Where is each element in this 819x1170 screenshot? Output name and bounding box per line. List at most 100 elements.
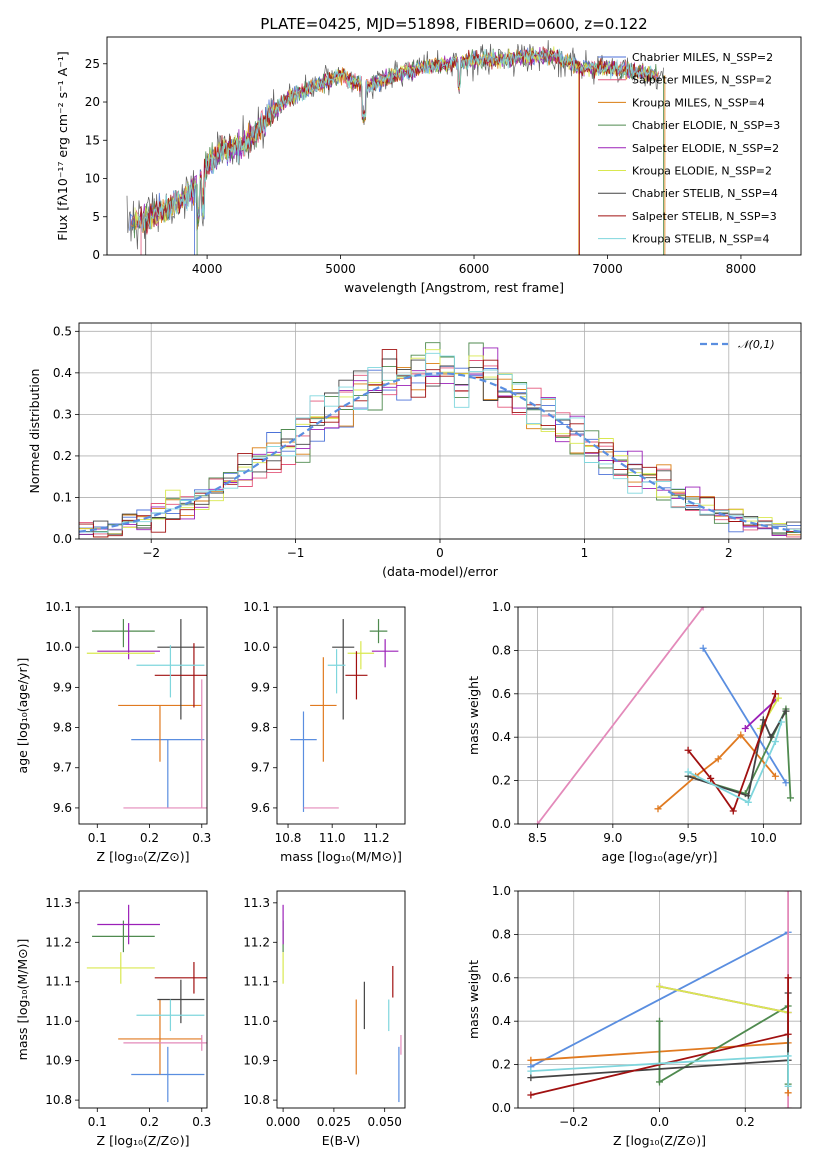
spectrum-line <box>133 46 657 229</box>
data-point <box>771 772 779 780</box>
y-tick-label: 0.6 <box>492 687 511 701</box>
y-axis-label: mass [log₁₀(M/M⊙)] <box>15 939 30 1061</box>
x-tick-label: −1 <box>287 546 305 560</box>
legend-label: Chabrier ELODIE, N_SSP=3 <box>632 119 780 132</box>
data-point <box>771 738 779 746</box>
x-tick-label: 9.5 <box>679 831 698 845</box>
mass-vs-ebv-panel: 0.000 0.025 0.050 10.8 10.9 11.0 11.1 11.2 11.3 E… <box>243 890 406 1148</box>
age-vs-mass-panel: 10.8 11.0 11.2 9.6 9.7 9.8 9.9 10.0 10.1 mass [lo… <box>243 600 406 864</box>
x-axis-label: age [log₁₀(age/yr)] <box>602 849 718 864</box>
y-tick-label: 0.0 <box>492 817 511 831</box>
data-point <box>741 725 749 733</box>
y-axis-label: mass weight <box>466 676 481 755</box>
legend-label: Kroupa STELIB, N_SSP=4 <box>632 233 770 246</box>
y-tick-label: 9.7 <box>53 761 72 775</box>
y-tick-label: 11.3 <box>45 896 72 910</box>
x-tick-label: 1 <box>581 546 589 560</box>
x-tick-label: 10.0 <box>750 831 777 845</box>
data-point <box>737 731 745 739</box>
series-line <box>530 931 789 1068</box>
data-point <box>656 1017 663 1025</box>
plot-frame <box>78 606 208 825</box>
y-tick-label: 20 <box>85 95 100 109</box>
data-point <box>782 779 790 787</box>
y-tick-label: 9.9 <box>251 680 270 694</box>
y-tick-label: 0.4 <box>492 1014 511 1028</box>
y-tick-label: 10 <box>85 172 100 186</box>
y-tick-label: 10.9 <box>243 1054 270 1068</box>
x-axis-label: wavelength [Angstrom, rest frame] <box>344 280 564 295</box>
plot-area <box>86 904 207 1103</box>
normal-curve <box>79 372 801 533</box>
data-point <box>777 718 785 726</box>
data-point <box>784 1082 792 1090</box>
plot-frame <box>78 890 208 1109</box>
x-tick-label: 11.0 <box>319 831 346 845</box>
x-tick-label: 6000 <box>459 262 490 276</box>
legend-label: Chabrier MILES, N_SSP=2 <box>632 51 773 64</box>
y-tick-label: 10.0 <box>45 640 72 654</box>
y-tick-label: 11.1 <box>243 975 270 989</box>
data-point <box>527 1056 535 1064</box>
data-point <box>527 1067 535 1075</box>
plot-area <box>534 607 794 824</box>
data-point <box>786 794 794 802</box>
series-line <box>687 710 787 797</box>
data-point <box>784 974 792 982</box>
series-line <box>687 708 792 799</box>
data-point <box>784 1089 792 1097</box>
y-tick-label: 11.1 <box>45 975 72 989</box>
x-tick-label: 0.025 <box>317 1115 351 1129</box>
x-tick-label: −2 <box>142 546 160 560</box>
y-axis-label: Normed distribution <box>27 369 42 494</box>
data-point <box>784 1030 792 1038</box>
data-point <box>684 746 692 754</box>
legend-label: Salpeter ELODIE, N_SSP=2 <box>632 142 779 155</box>
x-axis-label: Z [log₁₀(Z/Z⊙)] <box>97 1133 190 1148</box>
y-tick-label: 9.6 <box>53 801 72 815</box>
x-tick-label: 0 <box>436 546 444 560</box>
y-tick-label: 0 <box>92 248 100 262</box>
plot-frame <box>78 322 802 540</box>
data-point <box>699 607 707 611</box>
mass-vs-metallicity-panel: 0.1 0.2 0.3 10.8 10.9 11.0 11.1 11.2 11.3 Z [log₁… <box>15 890 211 1148</box>
legend-label: Chabrier STELIB, N_SSP=4 <box>632 187 778 200</box>
x-tick-label: 0.2 <box>736 1115 755 1129</box>
x-tick-label: 0.1 <box>88 1115 107 1129</box>
plot-frame <box>517 606 802 825</box>
y-tick-label: 0.4 <box>492 730 511 744</box>
plot-frame <box>276 606 406 825</box>
x-axis-label: Z [log₁₀(Z/Z⊙)] <box>97 849 190 864</box>
y-tick-label: 11.0 <box>243 1014 270 1028</box>
y-axis-label: age [log₁₀(age/yr)] <box>15 658 30 774</box>
x-axis-label: Z [log₁₀(Z/Z⊙)] <box>613 1133 706 1148</box>
y-tick-label: 9.8 <box>53 721 72 735</box>
data-point <box>707 774 715 782</box>
data-point <box>714 755 722 763</box>
y-tick-label: 10.1 <box>243 600 270 614</box>
x-tick-label: 0.2 <box>140 1115 159 1129</box>
x-tick-label: 0.1 <box>88 831 107 845</box>
plot-area <box>290 619 399 812</box>
massweight-vs-age-panel: 8.5 9.0 9.5 10.0 0.0 0.2 0.4 0.6 0.8 1.0 age [log₁… <box>466 600 802 864</box>
chart-title: PLATE=0425, MJD=51898, FIBERID=0600, z=0… <box>260 15 647 33</box>
x-axis-label: E(B-V) <box>322 1133 361 1148</box>
y-tick-label: 0.2 <box>492 774 511 788</box>
series-line <box>702 647 787 784</box>
y-tick-label: 0.8 <box>492 927 511 941</box>
y-tick-label: 10.8 <box>45 1093 72 1107</box>
plot-area <box>126 40 666 255</box>
series-line <box>687 693 777 813</box>
y-tick-label: 10.9 <box>45 1054 72 1068</box>
data-point <box>782 707 790 715</box>
plot-area <box>79 342 801 538</box>
x-tick-label: 0.0 <box>650 1115 669 1129</box>
x-tick-label: 0.000 <box>266 1115 300 1129</box>
y-tick-label: 11.3 <box>243 896 270 910</box>
data-point <box>784 1052 792 1060</box>
histogram-step <box>79 349 801 535</box>
data-point <box>534 820 542 824</box>
plot-area <box>527 891 792 1108</box>
plot-frame <box>276 890 406 1109</box>
y-tick-label: 10.0 <box>243 640 270 654</box>
